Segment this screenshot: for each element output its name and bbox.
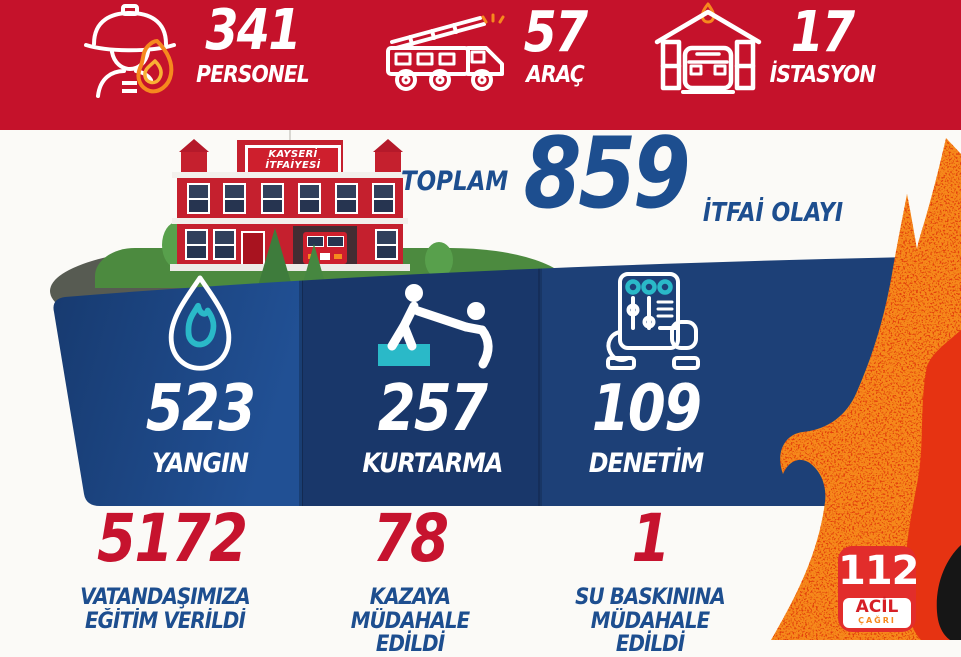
subaskini-count: 1 <box>631 500 670 577</box>
flame-graphic <box>771 138 961 640</box>
toplam-label: TOPLAM <box>401 166 509 197</box>
subaskini-label-1: SU BASKININA <box>575 585 726 610</box>
fire-station-icon <box>654 2 762 94</box>
badge-label-box: ACİL ÇAĞRI <box>843 598 911 628</box>
window <box>375 229 398 260</box>
window <box>335 183 358 214</box>
egitim-count: 5172 <box>97 500 248 577</box>
emergency-112-badge: 112 ACİL ÇAĞRI <box>838 546 920 632</box>
firefighter-icon <box>84 4 176 98</box>
window <box>223 183 246 214</box>
egitim-label-2: EĞİTİM VERİLDİ <box>85 609 246 634</box>
sign-line-2: İTFAİYESİ <box>265 160 321 171</box>
top-banner: 341 PERSONEL 57 ARAÇ <box>0 0 961 130</box>
badge-acil-label: ACİL <box>855 597 899 617</box>
personel-count: 341 <box>205 0 301 63</box>
istasyon-label: İSTASYON <box>769 62 877 88</box>
kaza-count: 78 <box>372 500 449 577</box>
badge-number: 112 <box>838 548 920 594</box>
left-tower-cap <box>179 139 209 152</box>
denetim-label: DENETİM <box>588 448 704 479</box>
istasyon-count: 17 <box>790 0 856 65</box>
denetim-count: 109 <box>591 372 702 446</box>
arac-label: ARAÇ <box>526 62 585 88</box>
kurtarma-label: KURTARMA <box>362 448 503 479</box>
kurtarma-count: 257 <box>377 372 488 446</box>
right-tower-cap <box>373 139 403 152</box>
rescue-icon <box>378 284 493 369</box>
kaza-label-1: KAZAYA <box>369 585 451 610</box>
yangin-count: 523 <box>145 372 256 446</box>
fire-truck-icon <box>386 13 505 91</box>
window <box>187 183 210 214</box>
tree-icon <box>258 228 292 286</box>
egitim-label-1: VATANDAŞIMIZA <box>80 585 251 610</box>
window <box>185 229 208 260</box>
itfai-olayi-label: İTFAİ OLAYI <box>702 198 844 228</box>
sign-line-1: KAYSERİ <box>268 149 318 160</box>
tree-icon <box>302 244 326 286</box>
window <box>372 183 395 214</box>
bush-icon <box>425 242 453 278</box>
window <box>213 229 236 260</box>
toplam-value: 859 <box>523 117 691 231</box>
window <box>298 183 321 214</box>
inspection-icon <box>606 272 700 370</box>
personel-label: PERSONEL <box>196 62 310 88</box>
arac-count: 57 <box>523 0 589 65</box>
badge-cagri-label: ÇAĞRI <box>858 616 896 625</box>
window <box>261 183 284 214</box>
flame-drop-icon <box>168 275 232 371</box>
yangin-label: YANGIN <box>151 448 249 479</box>
